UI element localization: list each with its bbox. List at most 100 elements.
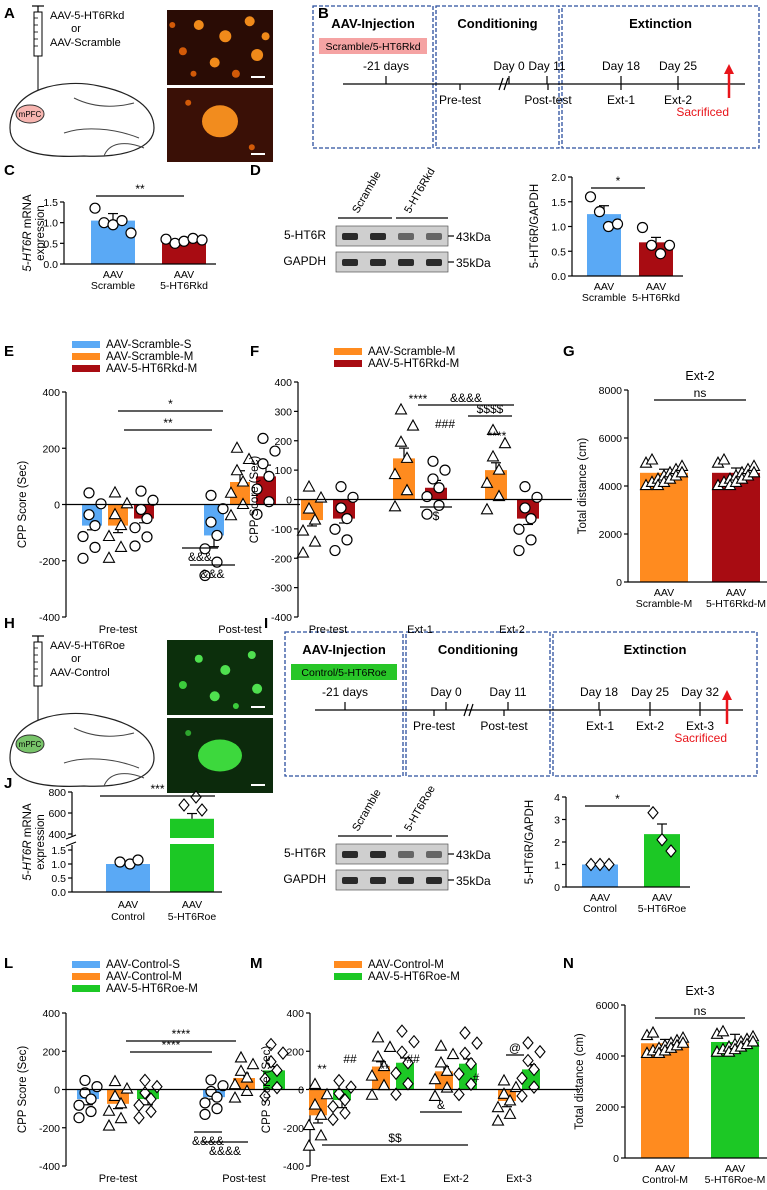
K-band [398,877,414,884]
M-hash-ext1: ## [343,1052,357,1066]
D-point [645,239,658,251]
D-ylabel: 5-HT6R/GAPDH [529,184,541,268]
F-point [329,544,341,557]
N-xlabel-1: AAV [725,1163,745,1175]
I-section-title-2: Extinction [624,642,687,657]
L-ytick-label: 400 [42,1008,60,1020]
N-point [746,1034,760,1047]
F-star-ext2: **** [488,429,507,443]
F-point [302,501,316,514]
K-row-label-0: 5-HT6R [284,846,326,860]
M-point [434,1039,448,1051]
L-point [277,1046,289,1061]
G-point [675,465,689,478]
I-section-title-0: AAV-Injection [302,642,386,657]
D-band [370,233,386,240]
E-ytick-label: -400 [39,612,60,624]
M-point [459,1046,471,1061]
M-hash-ext2: ## [406,1052,420,1066]
M-ylabel: CPP Score (Sec) [261,1046,273,1134]
G-xlabel2-1: 5-HT6Rkd-M [706,598,766,610]
M-point [402,1055,414,1070]
H-virus1: AAV-5-HT6Roe [50,640,125,652]
E-point [257,458,269,470]
K-ylabel: 5-HT6R/GAPDH [524,800,536,884]
G-ytick-label: 2000 [599,529,623,541]
H-syringe-barrel [33,641,43,687]
H-bottom-soma [198,739,242,772]
M-ytick-label: -400 [283,1161,304,1173]
A-top-cell [193,20,204,30]
B-day-label-3: Day 18 [602,59,640,73]
A-top-cell [169,22,176,28]
M-point [408,1034,420,1049]
D-xlabel-1: AAV [646,281,666,293]
E-point [230,463,244,476]
A-top-cell [251,49,264,61]
N-ylabel: Total distance (cm) [574,1033,586,1130]
F-point [433,482,445,494]
E-point [211,529,223,542]
M-hash-ext3: # [473,1071,480,1085]
E-point [242,452,256,465]
E-point [108,507,122,520]
M-group-label-1: Ext-1 [380,1173,406,1185]
K-point [594,857,606,872]
M-point [345,1080,357,1094]
M-point [327,1099,339,1114]
F-group-label-2: Ext-2 [499,624,525,636]
D-lane-label-1: 5-HT6Rkd [402,166,437,215]
M-point [516,1089,528,1103]
D-band [426,233,442,240]
L-point [73,1099,85,1111]
F-point [513,544,525,557]
K-ytick-label: 3 [554,815,560,827]
L-point [145,1104,157,1119]
A-mpfc-region [15,104,45,124]
A-bottom-soma [202,105,238,138]
K-band [398,851,414,858]
B-test-label-0: Pre-test [439,93,482,107]
M-point [314,1128,328,1141]
panel-letter-H: H [4,615,15,632]
M-point [333,1086,345,1101]
E-legend-swatch-1 [72,353,100,360]
M-point [308,1077,322,1090]
A-virus2: AAV-Scramble [50,37,121,49]
D-band [342,233,358,240]
F-point [525,534,537,546]
K-size-label-0: 43kDa [456,848,491,862]
B-break-2 [503,77,509,91]
K-point [656,832,668,847]
C-point [160,233,172,245]
F-legend-swatch-0 [334,348,362,355]
H-mpfc-region [15,734,45,754]
J-sig-label: *** [150,782,164,796]
C-sig-label: ** [135,182,145,196]
panel-letter-F: F [250,343,259,360]
K-ytick-label: 1 [554,860,560,872]
panel-letter-C: C [4,162,15,179]
B-section-box-2 [561,5,760,149]
H-top-cell [209,691,220,702]
B-treatment-label: Scramble/5-HT6Rkd [325,41,420,53]
L-ytick-label: -200 [39,1123,60,1135]
M-group-label-0: Pre-test [311,1173,350,1185]
I-test-label-3: Ext-2 [636,719,664,733]
G-xlabel-0: AAV [654,587,674,599]
M-group-label-3: Ext-3 [506,1173,532,1185]
F-legend-label-1: AAV-5-HT6Rkd-M [368,358,459,370]
panel-letter-G: G [563,343,575,360]
A-top-cell [244,16,255,27]
N-point [676,1036,690,1048]
G-ytick-label: 4000 [599,481,623,493]
N-bar-0 [641,1043,689,1158]
I-treatment-label: Control/5-HT6Roe [301,667,386,679]
L-group-label-1: Post-test [222,1173,265,1185]
H-top-cell [252,683,263,694]
E-point [77,552,89,564]
D-ytick-label: 2.0 [551,172,566,184]
J-ytick-label: 400 [48,829,66,841]
A-top-cell [209,57,220,68]
D-band [398,233,414,240]
